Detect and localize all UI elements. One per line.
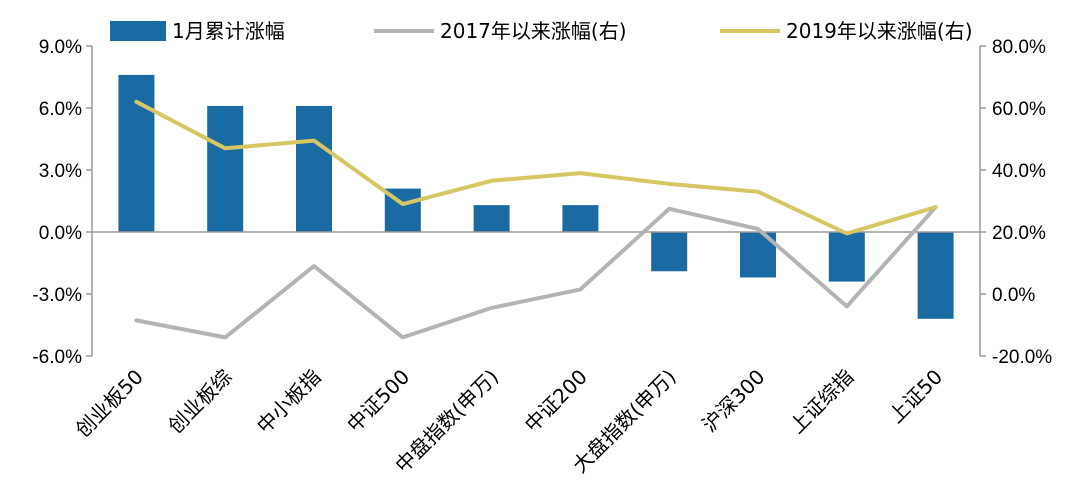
left-y-axis: 9.0% 6.0% 3.0% 0.0% -3.0% -6.0% bbox=[32, 37, 93, 368]
right-tick-label: 20.0% bbox=[992, 223, 1046, 244]
category-label: 上证综指 bbox=[785, 365, 859, 439]
category-label: 创业板综 bbox=[163, 365, 237, 439]
line-series bbox=[134, 99, 938, 340]
category-label: 沪深300 bbox=[697, 365, 769, 437]
bar bbox=[296, 105, 332, 232]
series-2017-line bbox=[134, 205, 938, 340]
right-tick-label: 40.0% bbox=[992, 161, 1046, 182]
bar bbox=[207, 105, 244, 232]
category-label: 中证500 bbox=[342, 365, 414, 437]
left-tick-label: -3.0% bbox=[32, 285, 82, 306]
category-label: 中小板指 bbox=[252, 365, 326, 439]
legend-swatch-bar bbox=[110, 21, 166, 41]
right-y-axis: 80.0% 60.0% 40.0% 20.0% 0.0% -20.0% bbox=[979, 37, 1052, 368]
legend-label: 1月累计涨幅 bbox=[172, 19, 285, 43]
legend-label: 2017年以来涨幅(右) bbox=[440, 19, 627, 43]
right-tick-label: 0.0% bbox=[992, 285, 1035, 306]
bar-series bbox=[118, 74, 954, 319]
left-tick-label: -6.0% bbox=[32, 347, 82, 368]
bar bbox=[651, 232, 688, 272]
left-tick-label: 0.0% bbox=[39, 223, 82, 244]
bar bbox=[473, 205, 510, 232]
bar bbox=[118, 74, 155, 232]
category-label: 中证200 bbox=[520, 365, 592, 437]
left-tick-label: 6.0% bbox=[39, 99, 82, 120]
bar bbox=[562, 205, 599, 232]
left-tick-label: 9.0% bbox=[39, 37, 82, 58]
right-tick-label: -20.0% bbox=[992, 347, 1052, 368]
category-label: 上证50 bbox=[884, 365, 947, 428]
bar bbox=[828, 232, 865, 282]
legend-label: 2019年以来涨幅(右) bbox=[786, 19, 973, 43]
series-2019-line bbox=[134, 99, 938, 236]
legend: 1月累计涨幅 2017年以来涨幅(右) 2019年以来涨幅(右) bbox=[110, 19, 973, 43]
right-tick-label: 60.0% bbox=[992, 99, 1046, 120]
right-tick-label: 80.0% bbox=[992, 37, 1046, 58]
bar bbox=[917, 232, 954, 319]
category-label: 创业板50 bbox=[71, 365, 148, 442]
left-tick-label: 3.0% bbox=[39, 161, 82, 182]
